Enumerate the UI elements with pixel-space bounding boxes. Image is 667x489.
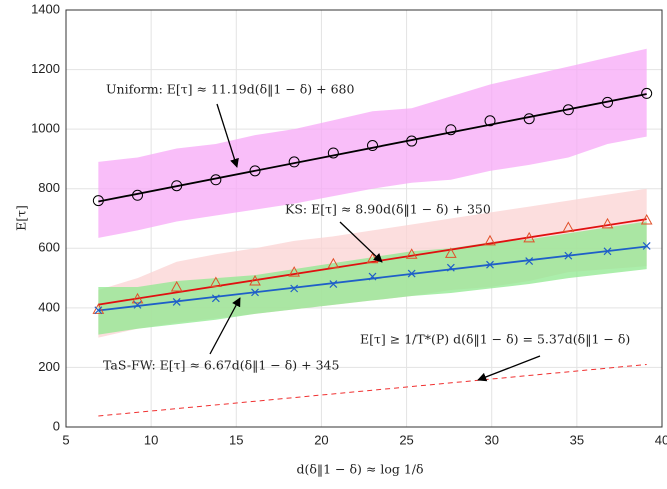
data-point (327, 257, 340, 269)
data-point (445, 124, 457, 136)
data-point (210, 174, 222, 186)
data-point (484, 234, 496, 246)
data-point (406, 135, 418, 147)
arrow (209, 297, 241, 355)
x-tick-label: 30 (484, 432, 498, 447)
x-tick-label: 10 (144, 432, 158, 447)
x-tick-label: 25 (399, 432, 413, 447)
data-point (562, 221, 575, 232)
annotation: KS: E[τ] ≈ 8.90d(δ‖1 − δ) + 350 (285, 202, 491, 217)
data-point (484, 115, 496, 127)
data-point (290, 284, 299, 293)
data-point (94, 306, 103, 315)
y-tick-label: 400 (38, 299, 60, 314)
plot-frame (65, 9, 663, 428)
data-point (602, 96, 614, 108)
data-point (171, 180, 183, 192)
data-point (132, 189, 144, 201)
y-tick-label: 800 (38, 180, 60, 195)
data-point (642, 241, 651, 250)
data-point (603, 247, 612, 256)
data-point (170, 280, 183, 292)
data-point (329, 280, 338, 288)
fit-line (98, 218, 647, 306)
x-tick-label: 5 (62, 432, 69, 447)
x-tick-label: 35 (570, 432, 584, 447)
data-point (486, 260, 494, 269)
annotation: TaS-FW: E[τ] ≈ 6.67d(δ‖1 − δ) + 345 (103, 358, 339, 373)
y-tick-label: 1200 (31, 61, 60, 76)
data-point (251, 288, 259, 297)
data-point (562, 104, 574, 116)
data-point (641, 87, 653, 99)
data-point (131, 292, 144, 304)
annotation: Uniform: E[τ] ≈ 11.19d(δ‖1 − δ) + 680 (106, 82, 355, 97)
plot-area: 0 200 400 600 800 1000 1200 1400 5 10 15 20 25 30 35 40 (31, 1, 667, 447)
y-tick-label: 0 (53, 418, 60, 433)
data-point (92, 195, 104, 207)
data-point (133, 300, 142, 309)
data-point (288, 156, 300, 168)
data-point (92, 303, 105, 314)
arrow (477, 355, 541, 382)
data-point (211, 294, 220, 303)
fit-line (98, 245, 647, 312)
data-point (523, 113, 535, 125)
data-point (407, 269, 416, 278)
y-axis-label: E[τ] (14, 205, 29, 231)
arrow (216, 103, 239, 168)
x-axis-label: d(δ‖1 − δ) ≈ log 1/δ (296, 462, 423, 477)
fit-line (98, 93, 647, 203)
data-point (405, 248, 418, 259)
data-point (444, 247, 457, 258)
data-point (249, 275, 261, 286)
x-tick-label: 20 (314, 432, 328, 447)
data-point (327, 147, 339, 159)
data-point (172, 297, 181, 306)
data-point (249, 165, 261, 177)
data-point (368, 272, 377, 281)
data-point (210, 276, 222, 288)
data-point (564, 251, 573, 260)
annotation: E[τ] ≥ 1/T*(P) d(δ‖1 − δ) = 5.37d(δ‖1 − … (360, 332, 630, 347)
y-tick-label: 600 (38, 240, 60, 255)
data-point (367, 140, 379, 152)
fit-line (98, 363, 647, 417)
y-tick-label: 1400 (31, 1, 60, 16)
data-point (446, 263, 455, 272)
x-tick-label: 15 (229, 432, 243, 447)
data-point (525, 257, 534, 266)
arrow (339, 221, 383, 263)
x-tick-label: 40 (655, 432, 667, 447)
data-point (288, 266, 301, 277)
data-point (523, 231, 536, 243)
data-point (640, 213, 653, 225)
y-tick-label: 1000 (31, 121, 60, 136)
y-tick-label: 200 (38, 359, 60, 374)
confidence-band (98, 48, 647, 238)
data-point (601, 217, 614, 229)
